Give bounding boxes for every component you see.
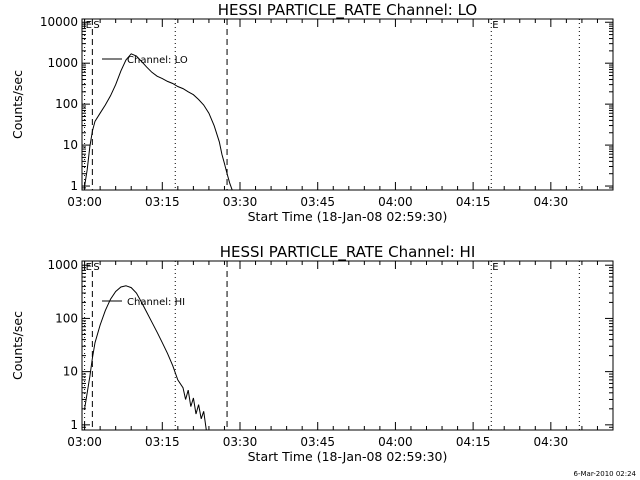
x-tick-label: 03:15	[145, 435, 180, 449]
y-tick-label: 1000	[47, 258, 78, 272]
x-tick-label: 03:45	[300, 435, 335, 449]
legend-label: Channel: LO	[127, 55, 188, 66]
y-tick-label: 1	[70, 179, 78, 193]
event-marker-label: S	[93, 262, 99, 273]
chart-title: HESSI PARTICLE_RATE Channel: LO	[218, 1, 477, 20]
y-tick-label: 1000	[47, 56, 78, 70]
plot-frame	[81, 260, 614, 431]
x-tick-label: 04:00	[378, 435, 413, 449]
plot-frame	[81, 18, 614, 191]
y-tick-label: 10	[63, 138, 78, 152]
data-series-line	[84, 285, 207, 430]
x-tick-label: 04:00	[378, 195, 413, 209]
y-tick-label: 100	[55, 97, 78, 111]
x-axis-label: Start Time (18-Jan-08 02:59:30)	[248, 209, 448, 224]
event-marker-label: S	[93, 20, 99, 31]
x-tick-label: 03:15	[145, 195, 180, 209]
y-tick-label: 1	[70, 418, 78, 432]
x-tick-label: 03:30	[223, 435, 258, 449]
event-marker-label: E	[492, 20, 498, 31]
x-tick-label: 04:30	[534, 435, 569, 449]
x-tick-label: 03:00	[67, 195, 102, 209]
y-tick-label: 100	[55, 311, 78, 325]
chart-title: HESSI PARTICLE_RATE Channel: HI	[220, 243, 476, 262]
y-axis-label: Counts/sec	[10, 311, 25, 380]
event-marker-label: E	[86, 20, 92, 31]
y-axis-label: Counts/sec	[10, 70, 25, 139]
y-tick-label: 10000	[40, 15, 78, 29]
event-marker-label: E	[492, 262, 498, 273]
x-tick-label: 04:30	[534, 195, 569, 209]
x-tick-label: 04:15	[456, 435, 491, 449]
y-tick-label: 10	[63, 365, 78, 379]
x-tick-label: 03:00	[67, 435, 102, 449]
legend-label: Channel: HI	[127, 297, 185, 308]
x-tick-label: 04:15	[456, 195, 491, 209]
footer-timestamp: 6-Mar-2010 02:24	[574, 470, 637, 478]
event-marker-label: E	[86, 262, 92, 273]
data-series-line	[84, 53, 233, 190]
x-tick-label: 03:45	[300, 195, 335, 209]
x-axis-label: Start Time (18-Jan-08 02:59:30)	[248, 449, 448, 464]
x-tick-label: 03:30	[223, 195, 258, 209]
